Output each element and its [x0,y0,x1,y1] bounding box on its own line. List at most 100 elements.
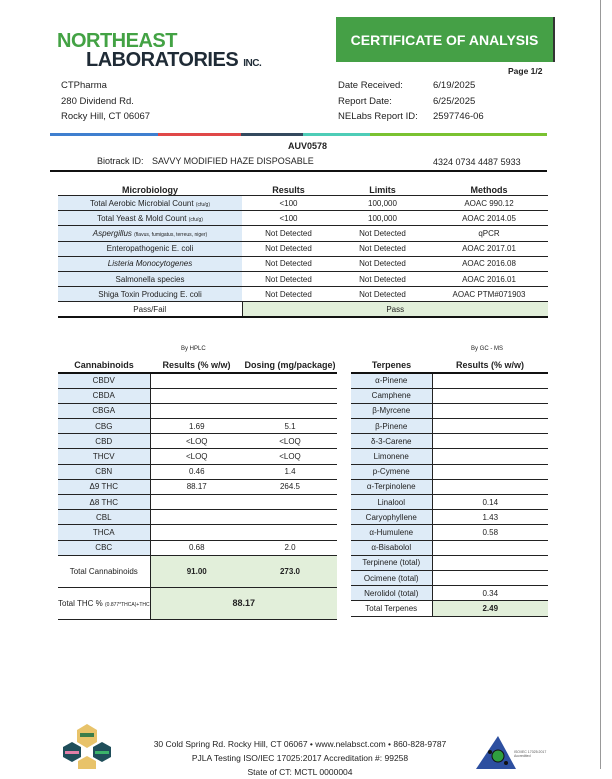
terpene-row: δ-3-Carene [351,433,548,450]
result: <LOQ [150,448,243,465]
header-row: Terpenes Results (% w/w) [351,358,548,374]
date-received: 6/19/2025 [433,80,476,91]
result: Not Detected [242,270,335,287]
result: 1.43 [432,509,548,526]
result [150,403,243,420]
result [150,373,243,389]
pass-fail-row: Pass/Fail Pass [58,301,548,317]
result [432,403,548,420]
test-name: Listeria Monocytogenes [58,255,242,272]
result: Not Detected [242,286,335,302]
terpene-name: α-Bisabolol [351,540,433,556]
dosing: <LOQ [243,448,337,465]
dosing [243,373,337,389]
divider [50,170,547,172]
method: qPCR [430,225,548,242]
microbiology-row: Salmonella species Not Detected Not Detec… [58,270,548,287]
limit: 100,000 [335,210,430,226]
col-header: Limits [369,185,396,195]
terpene-row: α-Pinene [351,373,548,389]
result [150,524,243,541]
result: Not Detected [242,255,335,272]
cannabinoid-name: THCA [58,524,151,541]
col-header: Dosing (mg/package) [243,358,337,374]
test-label: Shiga Toxin Producing E. coli [98,289,202,299]
terpene-row: α-Humulene 0.58 [351,524,548,541]
terpene-name: Linalool [351,494,433,511]
result: 0.68 [150,540,243,556]
microbiology-row: Total Yeast & Mold Count (cfu/g) <100 100,… [58,210,548,226]
result [432,570,548,587]
result [432,388,548,404]
cannabinoid-name: CBDV [58,373,151,389]
test-name: Enteropathogenic E. coli [58,240,242,257]
result: <LOQ [150,433,243,450]
cannabinoid-row: CBN 0.46 1.4 [58,464,337,480]
cannabinoid-name: CBD [58,433,151,450]
label: Date Received: [338,80,403,91]
thc-label: Total THC % [58,598,103,608]
result: <100 [242,194,335,211]
result [432,555,548,571]
total-result: 91.00 [150,555,243,588]
page-edge [600,0,601,769]
test-name: Total Aerobic Microbial Count (cfu/g) [58,194,242,211]
total-thc-row: Total THC % (0.877*THCA)+THC 88.17 [58,587,337,620]
test-unit: (cfu/g) [188,216,203,223]
terpene-row: Caryophyllene 1.43 [351,509,548,526]
header-row: Cannabinoids Results (% w/w) Dosing (mg/pa… [58,358,337,374]
color-divider [50,133,547,136]
cannabinoid-name: Δ8 THC [58,494,151,511]
result [432,448,548,465]
result [432,373,548,389]
logo-laboratories: LABORATORIES INC. [86,49,262,72]
sample-code: AUV0578 [288,141,328,151]
total-dosing: 273.0 [243,555,337,588]
dosing [243,509,337,526]
logo-northeast: NORTHEAST [57,30,177,52]
report-id: 2597746-06 [433,111,484,122]
header-row: Microbiology Results Limits Methods [58,185,548,196]
test-unit: (flavus, fumigatus, terreus, niger) [134,231,208,238]
footer: 30 Cold Spring Rd. Rocky Hill, CT 06067 … [120,737,480,779]
total-label: Total Terpenes [351,600,433,618]
test-unit: (cfu/g) [195,201,210,208]
cannabinoid-name: CBL [58,509,151,526]
footer-accreditation: PJLA Testing ISO/IEC 17025:2017 Accredit… [191,753,409,763]
thc-formula: (0.877*THCA)+THC [105,601,150,608]
microbiology-table: Microbiology Results Limits Methods Total A… [58,185,548,318]
terpene-row: Ocimene (total) [351,570,548,587]
microbiology-row: Listeria Monocytogenes Not Detected Not D… [58,255,548,272]
cannabinoid-row: Δ9 THC 88.17 264.5 [58,479,337,496]
terpene-row: β-Pinene [351,418,548,435]
dosing: 5.1 [243,418,337,435]
terpene-name: Terpinene (total) [351,555,433,571]
col-header: Results (% w/w) [150,358,243,374]
result [432,479,548,496]
label: NELabs Report ID: [338,111,418,122]
limit: Not Detected [335,240,430,257]
terpene-name: β-Myrcene [351,403,433,420]
test-label: Salmonella species [115,274,185,284]
method: AOAC 2017.01 [430,240,548,257]
method: AOAC 2016.01 [430,270,548,287]
test-label: Enteropathogenic E. coli [106,244,194,254]
cannabinoid-row: CBGA [58,403,337,420]
method: AOAC PTM#071903 [430,286,548,302]
limit: Not Detected [335,270,430,287]
page-number: Page 1/2 [508,66,543,76]
label: Report Date: [338,95,392,107]
dosing [243,403,337,420]
terpene-row: Camphene [351,388,548,404]
test-name: Aspergillus (flavus, fumigatus, terreus,… [58,225,242,242]
result [432,464,548,480]
total-terpenes-value: 2.49 [432,600,548,618]
col-header: Results (% w/w) [432,358,548,374]
limit: Not Detected [335,286,430,302]
terpenes-table: Terpenes Results (% w/w) α-Pinene Camphene… [351,358,548,618]
dosing [243,524,337,541]
pass-fail-value: Pass [242,301,548,317]
dosing: 2.0 [243,540,337,556]
total-thc-value: 88.17 [150,587,337,620]
terpene-row: Terpinene (total) [351,555,548,571]
